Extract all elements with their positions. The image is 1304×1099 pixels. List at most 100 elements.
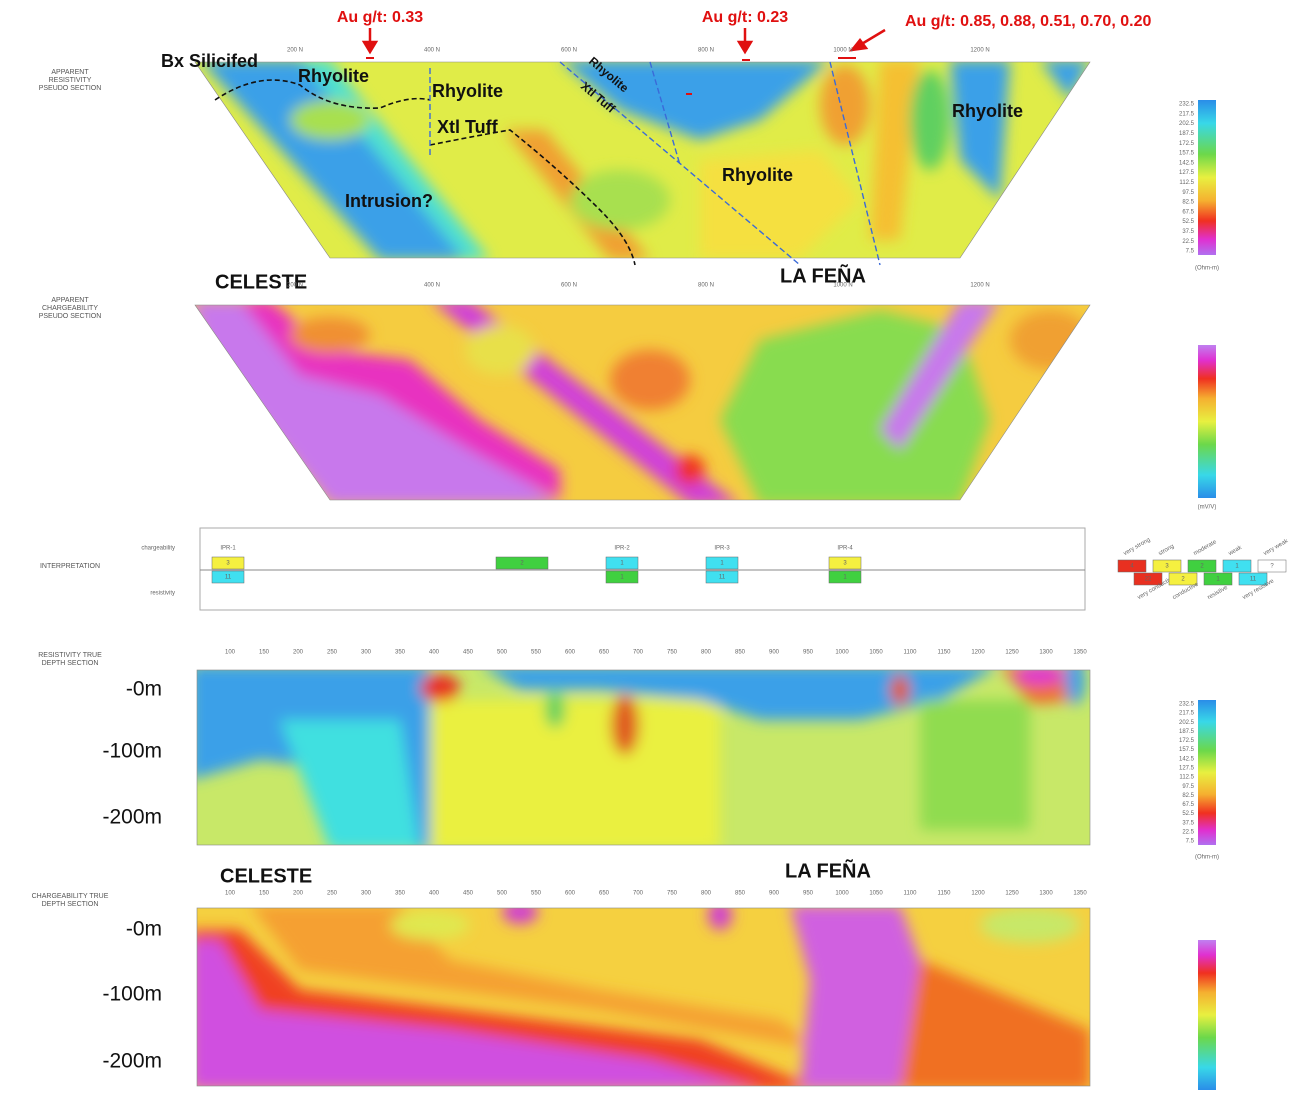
colorbar-label: 157.5 [1179,747,1195,753]
faults [429,61,881,266]
station-label: 600 N [561,48,577,54]
anomaly-box [828,570,862,584]
anomaly-box [605,570,639,584]
section-outline [196,907,1091,1087]
station-label: 600 N [561,283,577,289]
anomaly-label: IPR-4 [837,546,853,552]
contacts [214,79,636,266]
colorbar-label: 157.5 [1179,151,1195,157]
station-label: 450 [463,650,474,656]
station-label: 1350 [1073,650,1087,656]
station-label: 200 N [287,48,303,54]
anomaly-box [495,556,549,570]
station-label: 400 [429,891,440,897]
section-title: INTERPRETATION [40,563,100,570]
station-label: 200 N [287,283,303,289]
colorbar-units: (mV/V) [1198,505,1217,511]
station-label: 400 N [424,283,440,289]
interpretation-legend: 4 very strong 3 strong 2 moderate 1 weak? very w… [1117,537,1290,601]
legend-swatch [1168,572,1198,586]
legend-label: moderate [1193,539,1219,557]
station-label: 1300 [1039,891,1053,897]
anomaly-code: 3 [226,561,230,567]
legend-code: 1 [1216,577,1220,583]
station-label: 700 [633,650,644,656]
legend-swatch [1203,572,1233,586]
legend-code: 2 [1200,564,1204,570]
anomaly-code: 1 [620,561,624,567]
legend-code: 2 [1181,577,1185,583]
station-label: 950 [803,650,814,656]
station-label: 250 [327,891,338,897]
geology-label: Xtl Tuff [437,117,499,137]
resistivity-depth-section [197,670,1090,845]
row-label: chargeability [141,546,175,552]
colorbar-label: 112.5 [1179,180,1194,186]
assay-arrows [361,28,886,55]
anomaly-code: 1 [620,575,624,581]
colorbar-units: (Ohm-m) [1195,855,1219,861]
colorbar [1198,700,1216,845]
legend-swatch [1187,559,1217,573]
target-label: CELESTE [215,271,307,293]
colorbar-label: 217.5 [1179,111,1195,117]
station-label: 150 [259,650,270,656]
station-label: 650 [599,891,610,897]
section-title: APPARENT [51,69,89,76]
row-label: resistivity [150,591,175,597]
section-title: RESISTIVITY TRUE [38,652,102,659]
section-title: RESISTIVITY [49,77,92,84]
station-label: 1000 [835,650,849,656]
geology-label: Rhyolite [432,81,503,101]
anomaly-box [605,556,639,570]
anomaly-code: 3 [843,561,847,567]
station-label: 350 [395,891,406,897]
anomaly-label: IPR-3 [714,546,730,552]
station-label: 1150 [938,650,952,656]
legend-code: 4 [1130,564,1134,570]
colorbar-label: 232.5 [1179,702,1195,708]
colorbar-label: 22.5 [1182,829,1194,835]
station-label: 750 [667,891,678,897]
station-label: 1200 [971,650,985,656]
station-label: 250 [327,650,338,656]
colorbar-label: 172.5 [1179,141,1195,147]
station-label: 1350 [1073,891,1087,897]
station-label: 300 [361,891,372,897]
colorbar-label: 142.5 [1179,160,1195,166]
anomaly-code: 1 [720,561,724,567]
station-label: 1300 [1039,650,1053,656]
assay-markers [366,57,856,95]
station-label: 950 [803,891,814,897]
section-outline [196,669,1091,846]
colorbar-label: 22.5 [1182,239,1194,245]
depth-label: -200m [102,1050,162,1073]
station-label: 1000 [835,891,849,897]
anomaly-box [211,570,245,584]
colorbar-label: 82.5 [1182,200,1194,206]
colorbar-label: 67.5 [1182,802,1194,808]
geology-label: Bx Silicifed [161,51,258,71]
colorbar-label: 97.5 [1182,190,1194,196]
station-label: 1200 N [970,48,989,54]
station-label: 800 [701,650,712,656]
station-label: 700 [633,891,644,897]
section-title: DEPTH SECTION [42,660,99,667]
station-label: 1150 [938,891,952,897]
colorbar-label: 7.5 [1186,839,1195,845]
anomaly-box [705,556,739,570]
resistivity-pseudo-section [195,62,1090,258]
anomaly-label: IPR-1 [220,546,236,552]
station-label: 1000 N [833,48,852,54]
station-label: 350 [395,650,406,656]
station-label: 850 [735,650,746,656]
colorbar-label: 142.5 [1179,756,1195,762]
station-label: 900 [769,891,780,897]
station-label: 650 [599,650,610,656]
station-label: 1200 N [970,283,989,289]
target-label: LA FEÑA [785,859,871,882]
station-label: 800 [701,891,712,897]
section-title: APPARENT [51,297,89,304]
geology-label: Intrusion? [345,191,433,211]
anomaly-box [211,556,245,570]
